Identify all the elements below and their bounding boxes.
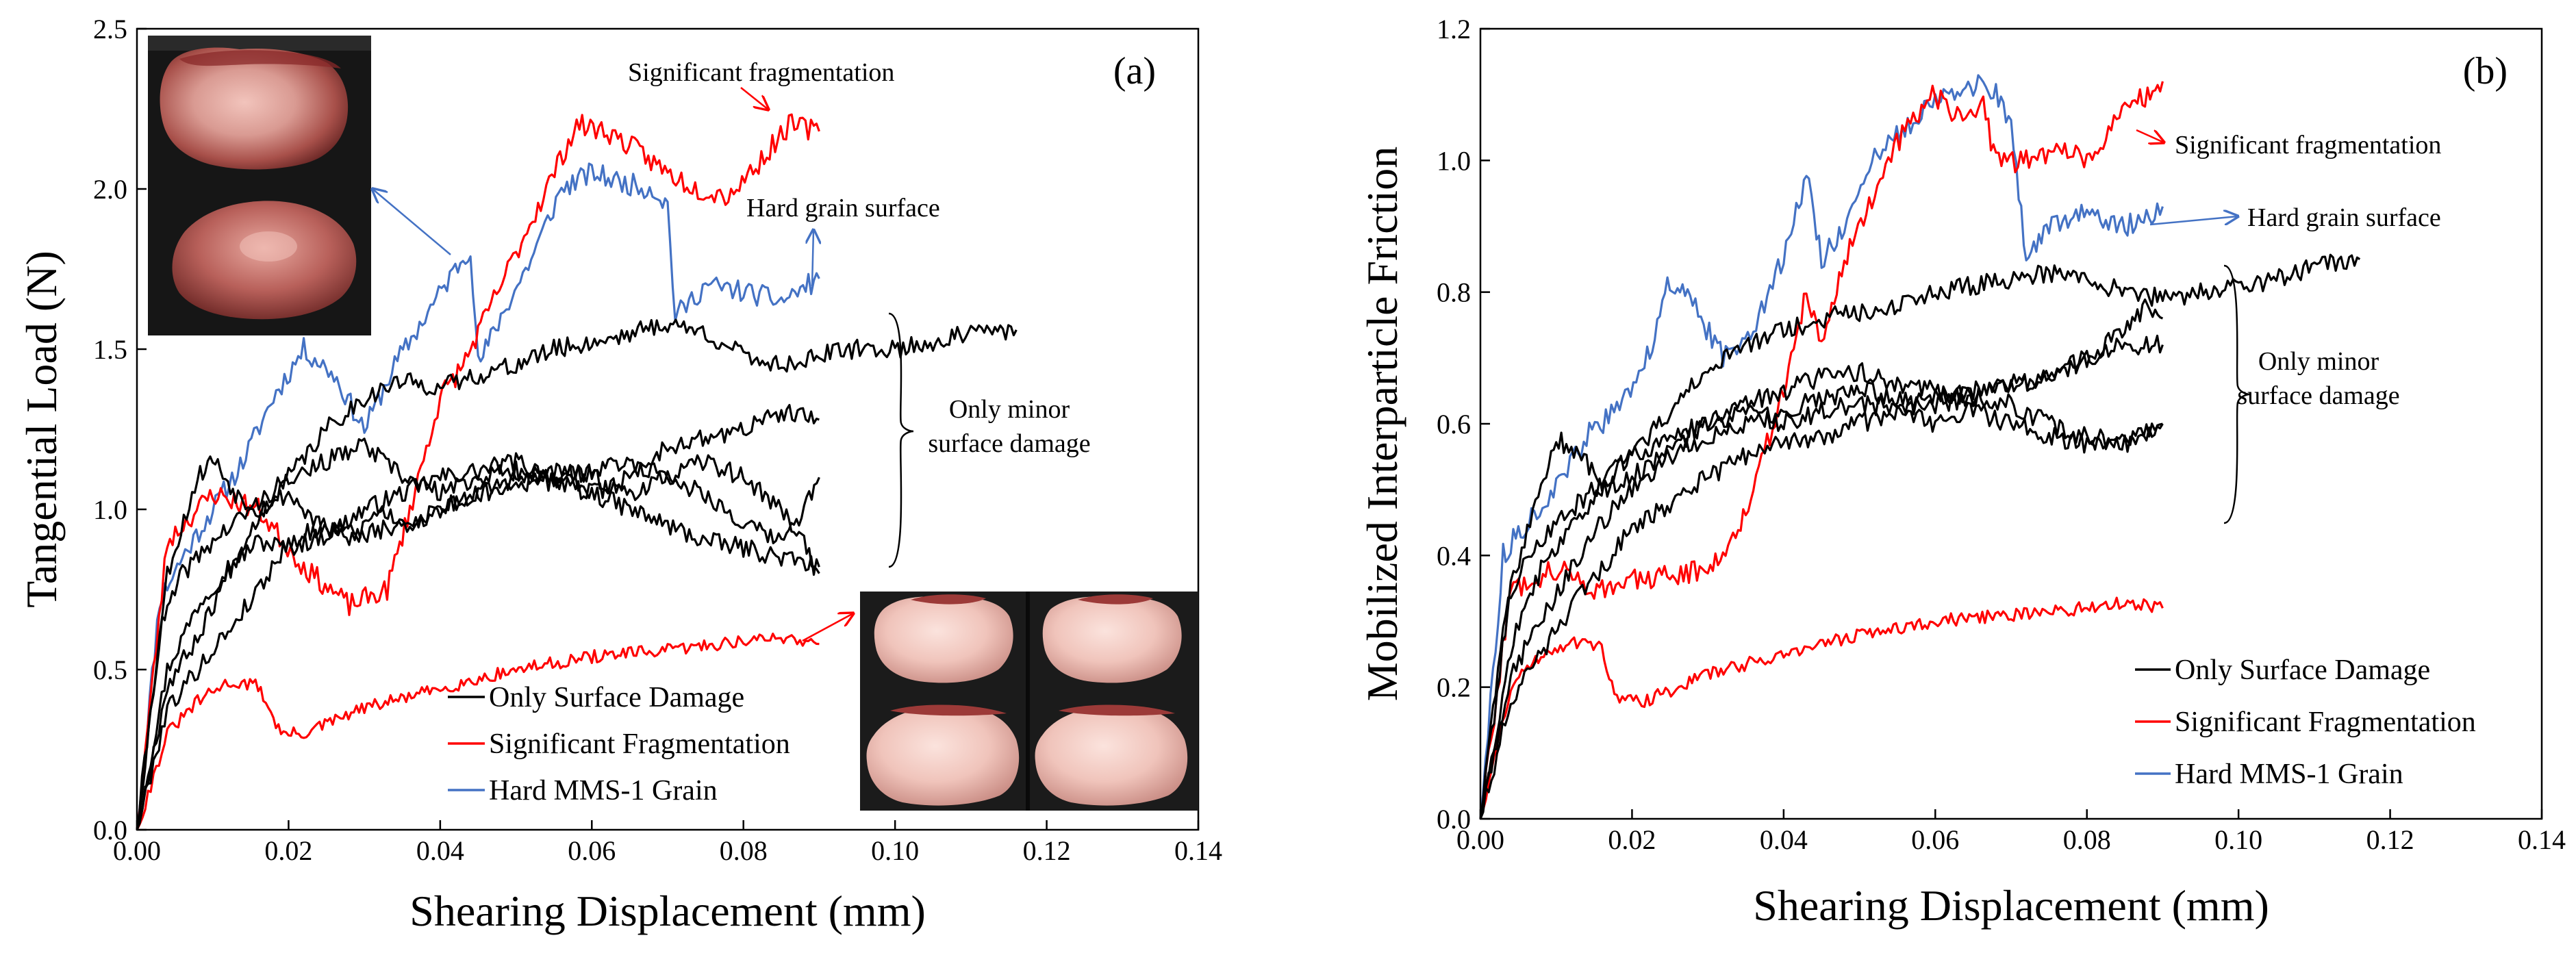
a-annotation-fragmentation: Significant fragmentation <box>628 58 894 87</box>
b-x-tick-label: 0.02 <box>1608 824 1656 855</box>
b-series-line-3 <box>1479 253 2361 819</box>
b-y-tick-label: 0.6 <box>1437 409 1471 440</box>
a-plot-frame <box>136 27 1200 831</box>
a-legend-label-fragmentation: Significant Fragmentation <box>489 728 790 760</box>
b-arrow-fragmentation <box>2136 129 2164 142</box>
b-x-axis-title: Shearing Displacement (mm) <box>1753 881 2269 930</box>
b-legend: Only Surface Damage Significant Fragment… <box>2135 655 2476 790</box>
b-x-tick-label: 0.08 <box>2063 824 2111 855</box>
a-y-tick-label: 1.0 <box>93 494 127 525</box>
a-series-line-5 <box>136 404 820 830</box>
a-series <box>136 113 1018 830</box>
a-y-tick-label: 1.5 <box>93 334 127 365</box>
a-arrow-hard-grain <box>812 230 813 287</box>
a-y-tick-label: 0.0 <box>93 815 127 846</box>
a-x-tick-label: 0.08 <box>720 835 768 866</box>
a-x-axis-title: Shearing Displacement (mm) <box>409 887 926 935</box>
a-y-tick-label: 0.5 <box>93 655 127 685</box>
b-legend-label-hard: Hard MMS-1 Grain <box>2175 759 2403 790</box>
a-series-line-6 <box>136 457 820 830</box>
b-series-line-2 <box>1479 596 2164 819</box>
b-series-line-1 <box>1479 81 2164 819</box>
b-x-tick-label: 0.04 <box>1760 824 1808 855</box>
b-annotation-fragmentation: Significant fragmentation <box>2175 131 2441 160</box>
a-series-line-1 <box>136 113 820 830</box>
a-y-tick-label: 2.5 <box>93 14 127 45</box>
a-series-line-2 <box>136 633 820 830</box>
b-y-axis-title: Mobilized Interparticle Friction <box>1358 147 1406 701</box>
b-panel-label: (b) <box>2463 50 2508 92</box>
a-series-line-7 <box>136 452 820 830</box>
a-y-axis-title: Tangential Load (N) <box>17 251 66 608</box>
a-series-line-0 <box>136 162 820 830</box>
a-legend-label-hard: Hard MMS-1 Grain <box>489 775 718 806</box>
b-series-line-7 <box>1479 362 2163 819</box>
b-brace <box>2223 264 2251 524</box>
a-annotation-hard-grain: Hard grain surface <box>746 194 940 223</box>
a-x-tick-label: 0.02 <box>264 835 312 866</box>
a-legend-label-surface: Only Surface Damage <box>489 682 744 713</box>
a-brace <box>888 312 914 568</box>
b-series-line-5 <box>1479 334 2164 819</box>
b-ticks: 0.00 0.02 0.04 0.06 0.08 0.10 0.12 0.14 0.0 0.2 0.… <box>1437 14 2566 855</box>
b-series-line-6 <box>1479 298 2164 819</box>
panel-a: 0.00 0.02 0.04 0.06 0.08 0.10 0.12 0.14 0.0 0.5 1.… <box>17 14 1222 935</box>
a-x-tick-label: 0.04 <box>416 835 464 866</box>
a-x-tick-label: 0.06 <box>568 835 616 866</box>
a-arrow-to-fragment-photo <box>802 613 853 642</box>
b-plot-frame <box>1479 27 2543 820</box>
b-legend-label-surface: Only Surface Damage <box>2175 655 2430 686</box>
b-annotation-minor-line1: Only minor <box>2258 347 2379 376</box>
a-panel-label: (a) <box>1113 50 1156 92</box>
b-series-line-0 <box>1479 74 2164 819</box>
b-y-tick-label: 1.2 <box>1437 14 1471 45</box>
a-x-tick-label: 0.00 <box>113 835 161 866</box>
b-y-tick-label: 1.0 <box>1437 145 1471 176</box>
a-series-line-4 <box>136 454 820 830</box>
fragmented-grains-photo <box>860 592 1198 811</box>
b-legend-label-fragmentation: Significant Fragmentation <box>2175 707 2476 738</box>
hard-grain-top-rock <box>160 47 349 170</box>
b-y-tick-label: 0.8 <box>1437 277 1471 308</box>
b-x-tick-label: 0.10 <box>2214 824 2262 855</box>
a-ticks: 0.00 0.02 0.04 0.06 0.08 0.10 0.12 0.14 0.0 0.5 1.… <box>93 14 1222 866</box>
b-y-tick-label: 0.4 <box>1437 540 1471 571</box>
b-annotation-hard-grain: Hard grain surface <box>2247 203 2441 232</box>
b-y-tick-label: 0.0 <box>1437 804 1471 835</box>
a-x-tick-label: 0.10 <box>871 835 919 866</box>
panel-b: 0.00 0.02 0.04 0.06 0.08 0.10 0.12 0.14 0.0 0.2 0.… <box>1358 14 2566 930</box>
a-arrow-fragmentation <box>740 87 768 110</box>
b-x-tick-label: 0.12 <box>2366 824 2414 855</box>
b-x-tick-label: 0.14 <box>2518 824 2566 855</box>
b-x-tick-label: 0.06 <box>1911 824 1959 855</box>
b-arrow-hard-grain <box>2149 216 2238 226</box>
b-annotation-minor-line2: surface damage <box>2237 381 2399 410</box>
a-x-tick-label: 0.14 <box>1174 835 1222 866</box>
a-y-tick-label: 2.0 <box>93 174 127 205</box>
b-y-tick-label: 0.2 <box>1437 672 1471 703</box>
a-annotation-minor-line1: Only minor <box>949 395 1070 424</box>
a-annotation-minor-line2: surface damage <box>928 429 1090 458</box>
a-x-tick-label: 0.12 <box>1023 835 1071 866</box>
b-series-line-4 <box>1479 395 2164 819</box>
hard-grain-photo <box>148 36 371 335</box>
a-legend: Only Surface Damage Significant Fragment… <box>448 682 790 806</box>
b-x-tick-label: 0.00 <box>1456 824 1504 855</box>
a-arrow-to-hard-grain-photo <box>372 189 451 255</box>
b-series <box>1479 74 2361 819</box>
